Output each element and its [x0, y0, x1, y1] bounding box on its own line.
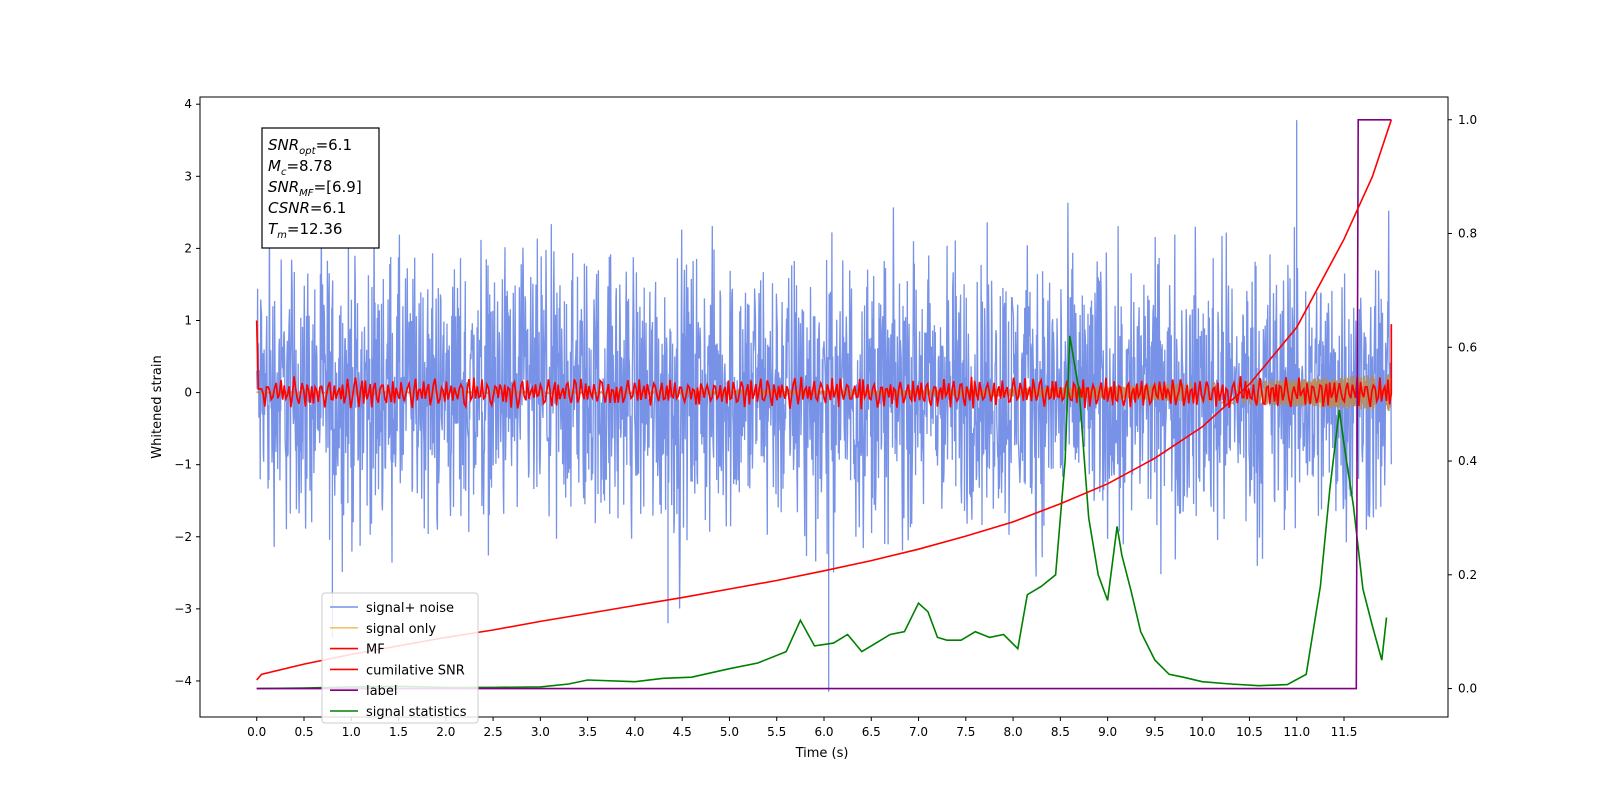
y-axis-label: Whitened strain — [150, 355, 165, 458]
y2-tick-label: 0.8 — [1458, 227, 1477, 241]
stats-annotation: SNRopt=6.1Mc=8.78SNRMF=[6.9]CSNR=6.1Tm=1… — [261, 127, 380, 249]
y-tick-label: −1 — [174, 458, 192, 472]
legend-box — [321, 592, 479, 724]
x-axis: 0.0 0.5 1.0 1.5 2.0 2.5 3.0 3.5 4.0 4.5 5.0 5.5 6.0 6… — [247, 717, 1357, 739]
legend-label: MF — [366, 643, 385, 658]
legend-label: signal only — [366, 622, 436, 637]
legend-label: cumilative SNR — [366, 663, 465, 678]
x-tick-label: 9.0 — [1098, 725, 1117, 739]
x-tick-label: 7.5 — [956, 725, 975, 739]
annotation-box — [261, 127, 380, 249]
annotation-line: CSNR=6.1 — [268, 199, 346, 217]
mf-line — [255, 320, 1393, 410]
y-tick-label: 0 — [184, 386, 192, 400]
x-tick-label: 5.5 — [767, 725, 786, 739]
x-tick-label: 5.0 — [720, 725, 739, 739]
x-tick-label: 8.5 — [1051, 725, 1070, 739]
annotation-value: =6.1 — [310, 199, 346, 217]
x-tick-label: 10.0 — [1189, 725, 1216, 739]
x-tick-label: 11.5 — [1331, 725, 1358, 739]
legend-label: signal+ noise — [366, 601, 454, 616]
y-tick-label: 4 — [184, 97, 192, 111]
annotation-subscript: opt — [299, 146, 316, 157]
y-tick-label: 1 — [184, 313, 192, 327]
x-tick-label: 0.0 — [247, 725, 266, 739]
signal-statistics-line — [256, 335, 1388, 690]
annotation-subscript: c — [281, 167, 287, 178]
annotation-value: =6.1 — [316, 136, 352, 154]
annotation-line: SNRMF=[6.9] — [268, 178, 362, 199]
x-tick-label: 2.5 — [484, 725, 503, 739]
y2-tick-label: 0.2 — [1458, 568, 1477, 582]
x-axis-label: Time (s) — [795, 746, 849, 761]
signal-noise-line — [256, 120, 1392, 692]
annotation-value: =8.78 — [286, 157, 332, 175]
x-tick-label: 4.5 — [673, 725, 692, 739]
x-tick-label: 6.0 — [814, 725, 833, 739]
label-line — [256, 119, 1392, 690]
y2-tick-label: 0.4 — [1458, 454, 1477, 468]
x-tick-label: 0.5 — [294, 725, 313, 739]
x-tick-label: 2.0 — [436, 725, 455, 739]
y-axis-right: 1.0 0.8 0.6 0.4 0.2 0.0 — [1448, 113, 1477, 696]
annotation-line: Mc=8.78 — [268, 157, 332, 178]
plot-area — [255, 119, 1393, 692]
annotation-value: =12.36 — [287, 220, 343, 238]
annotation-line: Tm=12.36 — [268, 220, 342, 241]
x-tick-label: 1.0 — [342, 725, 361, 739]
x-tick-label: 3.0 — [531, 725, 550, 739]
annotation-symbol: T — [268, 220, 279, 238]
x-tick-label: 8.0 — [1004, 725, 1023, 739]
annotation-symbol: M — [268, 157, 281, 175]
y2-tick-label: 0.0 — [1458, 682, 1477, 696]
annotation-symbol: CSNR — [268, 199, 310, 217]
y-tick-label: −2 — [174, 530, 192, 544]
legend-label: label — [366, 684, 397, 699]
annotation-value: =[6.9] — [314, 178, 362, 196]
y2-tick-label: 0.6 — [1458, 340, 1477, 354]
legend-label: signal statistics — [366, 705, 467, 720]
x-tick-label: 10.5 — [1236, 725, 1263, 739]
x-tick-label: 7.0 — [909, 725, 928, 739]
x-tick-label: 1.5 — [389, 725, 408, 739]
x-tick-label: 4.0 — [625, 725, 644, 739]
legend: signal+ noise signal only MF cumilative SNR… — [321, 592, 479, 724]
annotation-line: SNRopt=6.1 — [268, 136, 352, 157]
y-axis-left: 4 3 2 1 0 −1 −2 −3 −4 — [174, 97, 200, 688]
x-tick-label: 9.5 — [1145, 725, 1164, 739]
y-tick-label: −3 — [174, 602, 192, 616]
y-tick-label: 3 — [184, 169, 192, 183]
y2-tick-label: 1.0 — [1458, 113, 1477, 127]
x-tick-label: 3.5 — [578, 725, 597, 739]
annotation-symbol: SNR — [268, 136, 299, 154]
x-tick-label: 11.0 — [1283, 725, 1310, 739]
y-tick-label: 2 — [184, 241, 192, 255]
x-tick-label: 6.5 — [862, 725, 881, 739]
annotation-subscript: MF — [299, 188, 314, 199]
annotation-symbol: SNR — [268, 178, 299, 196]
annotation-subscript: m — [277, 230, 287, 241]
y-tick-label: −4 — [174, 674, 192, 688]
